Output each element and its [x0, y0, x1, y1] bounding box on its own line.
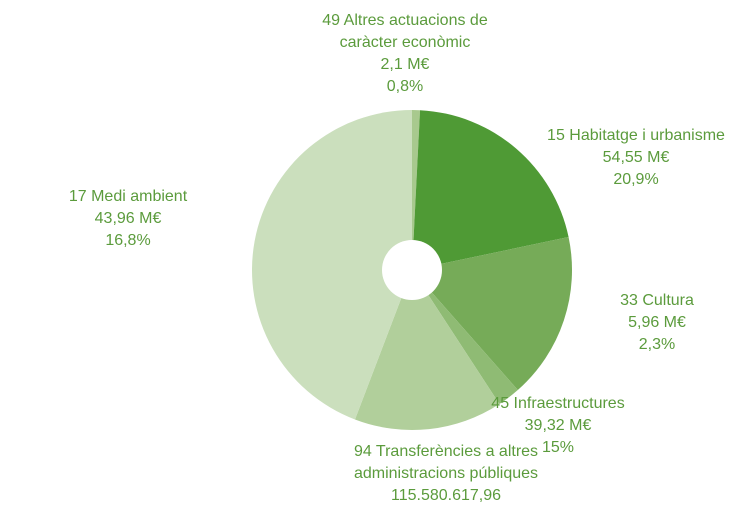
pie-slice — [251, 110, 412, 420]
slice-percent: 20,9% — [613, 171, 659, 188]
pie-slice — [354, 270, 500, 431]
slice-name: 15 Habitatge i urbanisme — [547, 127, 725, 144]
donut-hole — [382, 240, 442, 300]
slice-percent: 15% — [541, 439, 575, 456]
pie-slice — [412, 270, 518, 405]
pie-slice — [412, 110, 421, 270]
slice-name: 33 Cultura — [620, 292, 694, 309]
slice-amount: 43,96 M€ — [94, 210, 162, 227]
slice-percent: 0,8% — [386, 78, 424, 95]
slice-amount: 54,55 M€ — [602, 149, 670, 166]
slice-percent: 16,8% — [105, 232, 151, 249]
slice-name: 49 Altres actuacions de caràcter econòmi… — [322, 12, 488, 51]
slice-label: 15 Habitatge i urbanisme 54,55 M€ 20,9% — [506, 125, 748, 191]
slice-amount: 5,96 M€ — [628, 314, 686, 331]
slice-amount: 39,32 M€ — [524, 417, 592, 434]
slice-name: 94 Transferències a altres administracio… — [353, 443, 539, 482]
slice-percent: 2,3% — [638, 336, 676, 353]
pie-slice — [412, 110, 569, 270]
slice-label: 33 Cultura 5,96 M€ 2,3% — [557, 290, 748, 356]
slice-amount: 2,1 M€ — [380, 56, 430, 73]
slice-amount: 115.580.617,96 — [390, 487, 502, 504]
pie-slice — [412, 237, 572, 391]
slice-label: 94 Transferències a altres administracio… — [346, 441, 546, 509]
slice-label: 45 Infraestructures 39,32 M€ 15% — [458, 393, 658, 459]
slice-label: 49 Altres actuacions de caràcter econòmi… — [305, 10, 505, 98]
slice-label: 17 Medi ambient 43,96 M€ 16,8% — [3, 186, 253, 252]
slice-name: 17 Medi ambient — [68, 188, 188, 205]
slice-name: 45 Infraestructures — [491, 395, 625, 412]
